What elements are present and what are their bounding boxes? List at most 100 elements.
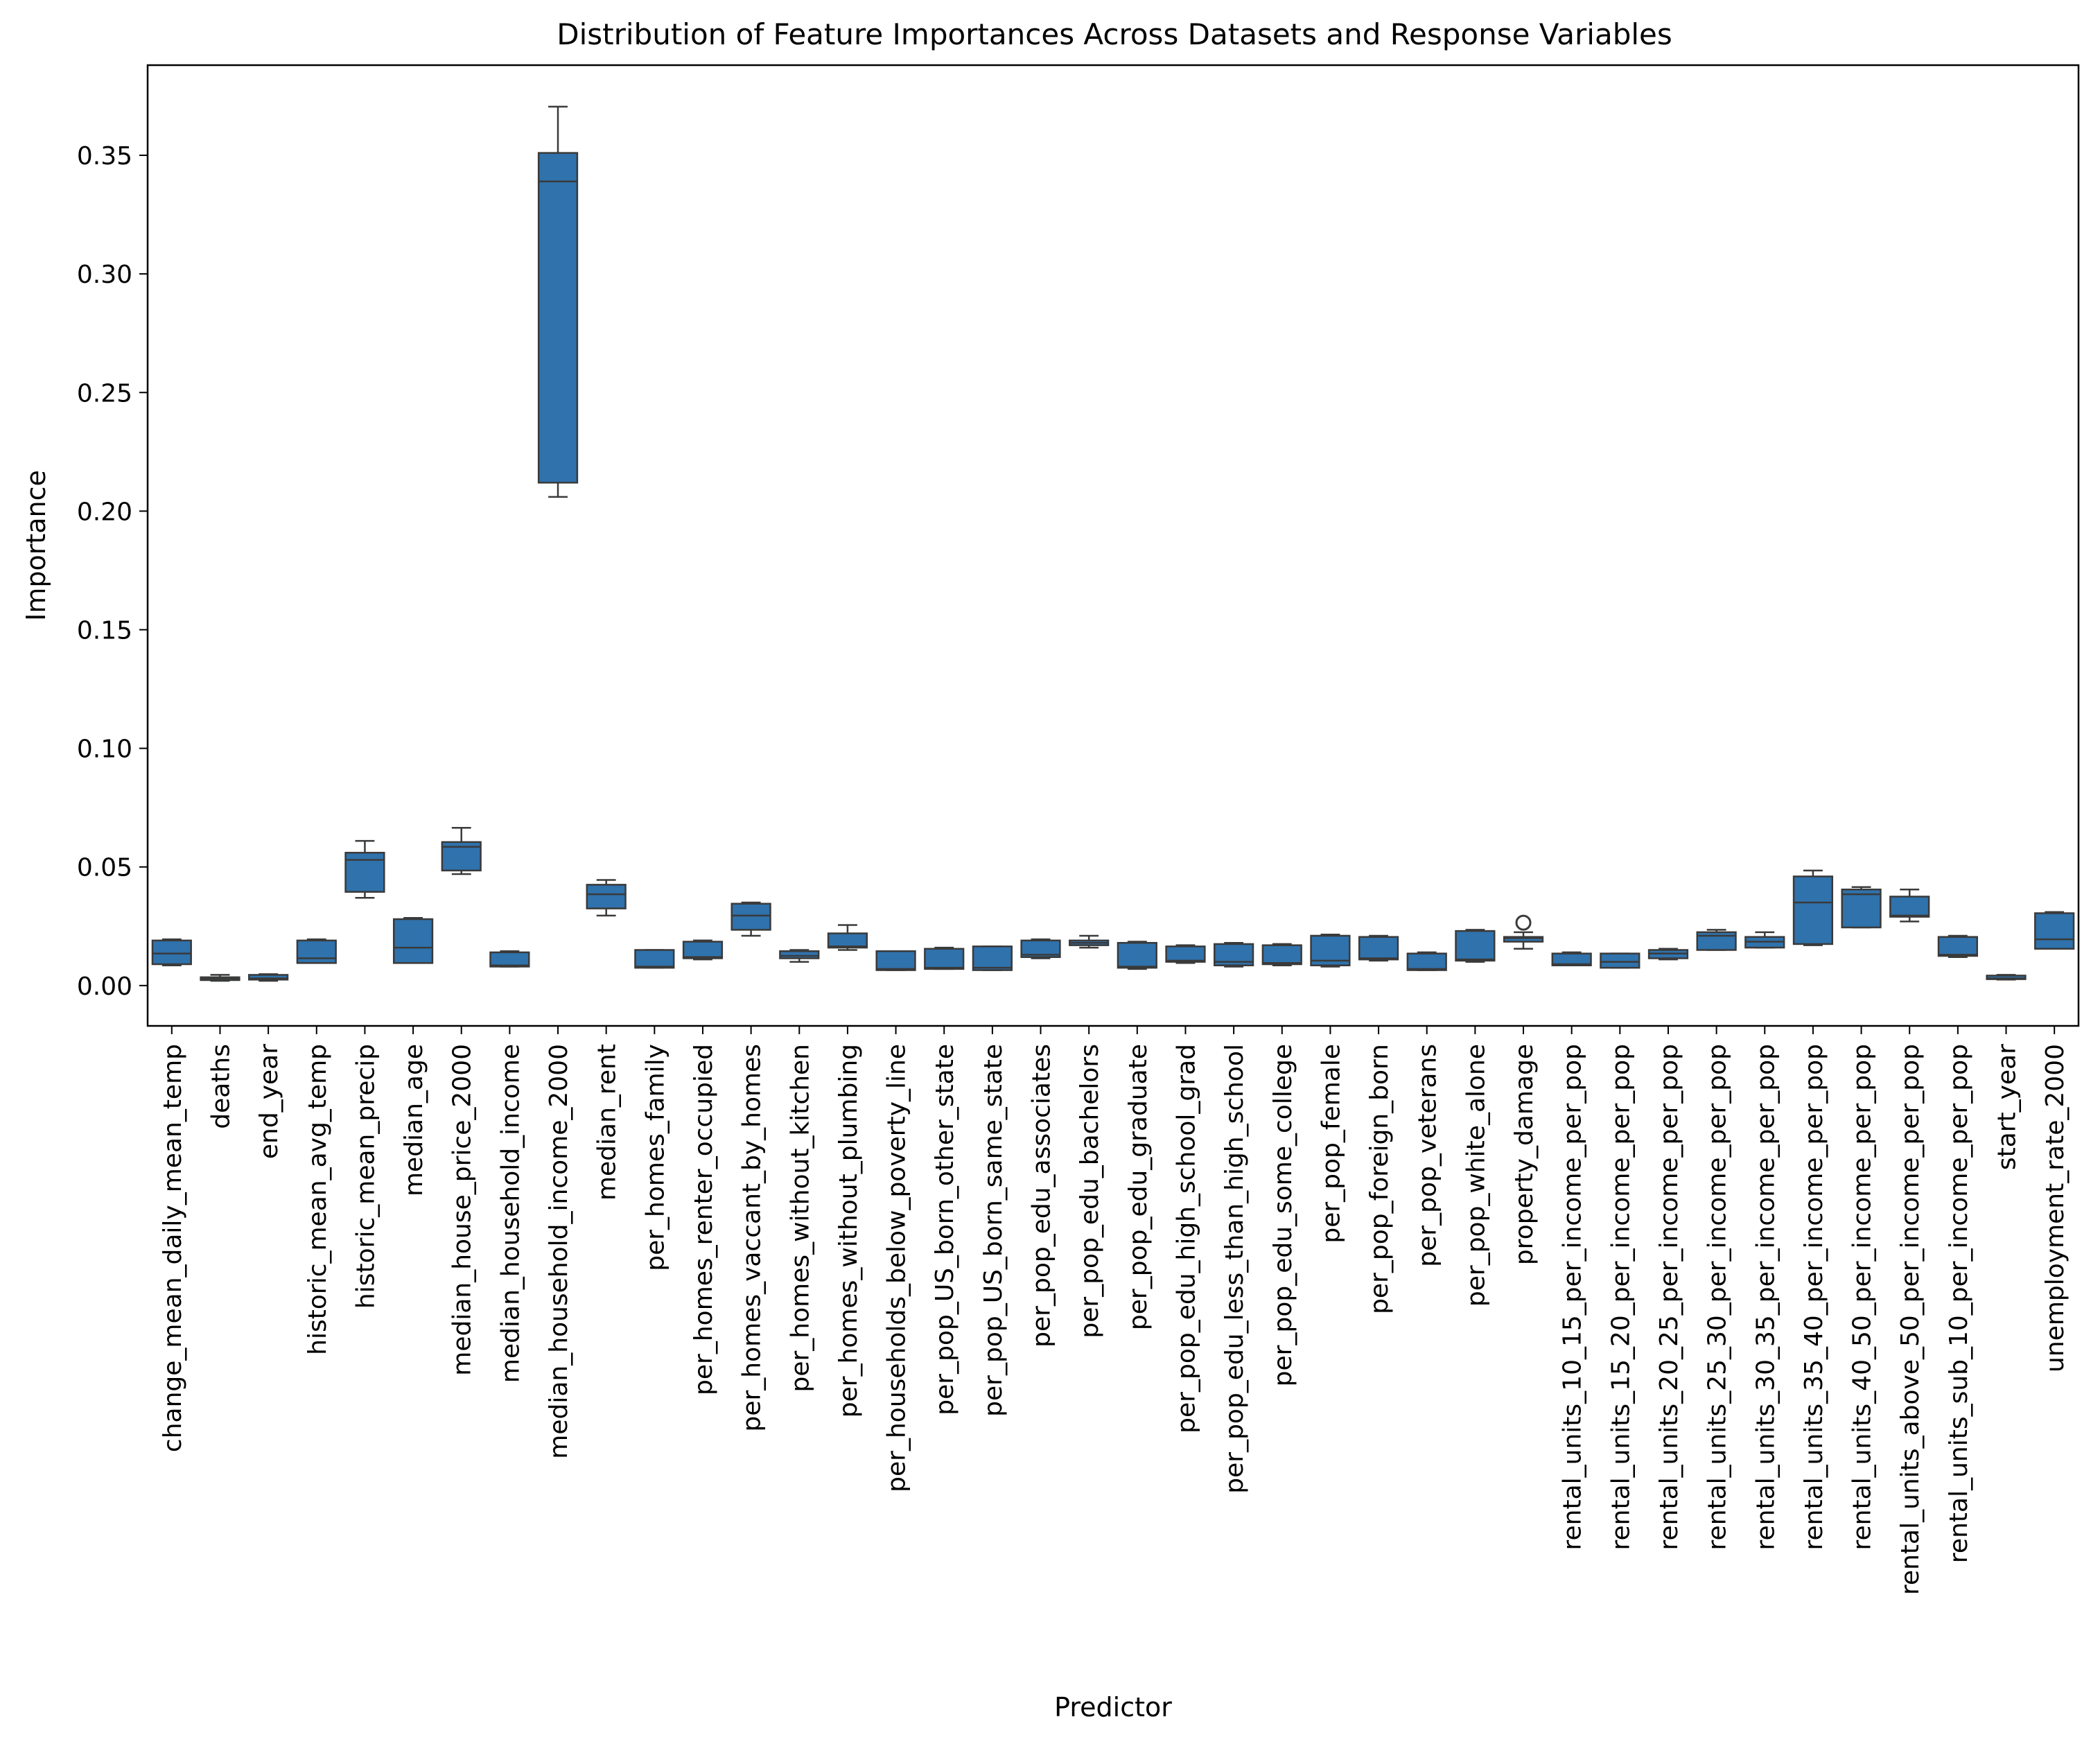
box-iqr	[972, 945, 1013, 971]
box-iqr	[1696, 931, 1737, 951]
y-axis-label: Importance	[21, 470, 51, 621]
x-tick-label: median_household_income	[496, 1044, 525, 1383]
x-tick-label: rental_units_20_25_per_income_per_pop	[1655, 1044, 1683, 1550]
box-iqr	[1358, 936, 1399, 961]
box-median_age	[392, 917, 434, 964]
x-axis-label: Predictor	[1054, 1692, 1172, 1723]
box-iqr	[1503, 936, 1544, 943]
box-iqr	[586, 884, 627, 909]
box-iqr	[924, 948, 965, 970]
x-tick-label: median_rent	[593, 1044, 622, 1201]
x-tick-label: rental_units_10_15_per_income_per_pop	[1559, 1044, 1587, 1550]
box-rental_units_10_15_per_income_per_pop	[1551, 951, 1592, 966]
box-iqr	[537, 152, 579, 484]
box-rental_units_40_50_per_income_per_pop	[1841, 886, 1882, 929]
box-per_pop_edu_associates	[1020, 938, 1061, 959]
box-per_pop_white_alone	[1455, 929, 1496, 963]
x-tick-label: per_pop_female	[1317, 1044, 1345, 1244]
box-iqr	[1551, 952, 1592, 966]
box-per_homes_vaccant_by_homes	[730, 901, 771, 937]
x-tick-label: per_pop_white_alone	[1462, 1044, 1490, 1307]
box-deaths	[200, 974, 240, 982]
x-tick-label: rental_units_40_50_per_income_per_pop	[1848, 1044, 1877, 1550]
box-iqr	[2034, 912, 2075, 950]
x-tick-label: per_pop_edu_bachelors	[1076, 1044, 1104, 1338]
x-tick-label: per_pop_edu_high_school_grad	[1172, 1044, 1200, 1433]
box-iqr	[779, 950, 820, 959]
x-tick-label: rental_units_35_40_per_income_per_pop	[1800, 1044, 1828, 1550]
box-iqr	[1841, 888, 1882, 929]
box-iqr	[1020, 939, 1061, 959]
box-property_damage	[1503, 914, 1544, 950]
box-iqr	[1792, 875, 1834, 945]
box-iqr	[344, 851, 385, 893]
chart-title: Distribution of Feature Importances Acro…	[557, 17, 1672, 51]
box-per_pop_US_born_same_state	[972, 945, 1013, 971]
box-per_homes_without_kitchen	[779, 949, 820, 963]
box-iqr	[730, 902, 771, 931]
box-iqr	[827, 932, 868, 949]
x-tick-label: median_house_price_2000	[448, 1044, 477, 1376]
x-tick-label: median_household_income_2000	[545, 1044, 573, 1459]
box-iqr	[1406, 952, 1447, 971]
y-tick-label: 0.35	[77, 142, 132, 171]
x-tick-label: per_pop_foreign_born	[1365, 1044, 1394, 1314]
x-tick-label: rental_units_above_50_per_income_per_pop	[1896, 1044, 1925, 1595]
box-iqr	[1889, 896, 1930, 918]
x-tick-label: rental_units_30_35_per_income_per_pop	[1751, 1044, 1780, 1550]
box-rental_units_25_30_per_income_per_pop	[1696, 929, 1737, 951]
box-per_pop_edu_graduate	[1117, 941, 1157, 970]
box-median_household_income_2000	[537, 105, 579, 498]
box-iqr	[296, 939, 337, 964]
x-tick-label: per_pop_US_born_other_state	[931, 1044, 959, 1415]
box-historic_mean_avg_temp	[296, 938, 337, 964]
box-per_pop_edu_bachelors	[1069, 934, 1110, 949]
box-iqr	[1165, 945, 1206, 963]
x-tick-label: per_homes_without_plumbing	[834, 1044, 863, 1418]
x-tick-label: per_pop_edu_less_than_high_school	[1220, 1044, 1249, 1494]
y-tick-label: 0.00	[77, 973, 132, 1001]
box-rental_units_sub_10_per_income_per_pop	[1937, 934, 1978, 959]
x-tick-label: median_age	[400, 1044, 428, 1196]
y-tick-label: 0.25	[77, 379, 132, 408]
x-tick-label: rental_units_25_30_per_income_per_pop	[1704, 1044, 1732, 1550]
box-rental_units_20_25_per_income_per_pop	[1647, 948, 1689, 961]
x-tick-label: per_homes_family	[641, 1044, 670, 1271]
box-per_pop_edu_less_than_high_school	[1214, 941, 1254, 968]
x-tick-label: unemployment_rate_2000	[2041, 1044, 2070, 1372]
box-rental_units_35_40_per_income_per_pop	[1792, 869, 1834, 946]
y-tick-label: 0.30	[77, 261, 132, 289]
box-iqr	[682, 941, 724, 959]
x-tick-label: per_homes_renter_occupied	[690, 1044, 718, 1395]
box-rental_units_15_20_per_income_per_pop	[1600, 952, 1640, 969]
box-start_year	[1986, 974, 2027, 981]
box-per_pop_edu_some_college	[1261, 943, 1302, 966]
box-per_pop_US_born_other_state	[924, 946, 965, 970]
x-tick-label: historic_mean_avg_temp	[304, 1044, 332, 1355]
box-per_pop_foreign_born	[1358, 934, 1399, 962]
x-tick-label: deaths	[207, 1044, 235, 1129]
box-per_pop_edu_high_school_grad	[1165, 944, 1206, 964]
box-iqr	[1600, 952, 1640, 969]
plot-frame	[146, 64, 2080, 1027]
box-per_homes_without_plumbing	[827, 924, 868, 951]
box-iqr	[489, 951, 530, 968]
x-tick-label: end_year	[255, 1044, 283, 1159]
outlier-point	[1515, 914, 1532, 931]
x-tick-label: rental_units_15_20_per_income_per_pop	[1607, 1044, 1635, 1550]
x-tick-label: per_pop_edu_some_college	[1269, 1044, 1297, 1386]
box-iqr	[151, 939, 192, 966]
box-iqr	[392, 918, 434, 964]
x-tick-label: per_pop_edu_graduate	[1124, 1044, 1153, 1330]
x-tick-label: rental_units_sub_10_per_income_per_pop	[1945, 1044, 1973, 1563]
plot-area	[151, 105, 2075, 982]
x-tick-label: per_homes_without_kitchen	[786, 1044, 814, 1393]
box-per_pop_female	[1310, 933, 1351, 968]
box-iqr	[634, 949, 675, 969]
box-iqr	[248, 974, 289, 981]
box-change_mean_daily_mean_temp	[151, 938, 192, 966]
y-tick-label: 0.20	[77, 498, 132, 526]
box-iqr	[1937, 936, 1978, 957]
